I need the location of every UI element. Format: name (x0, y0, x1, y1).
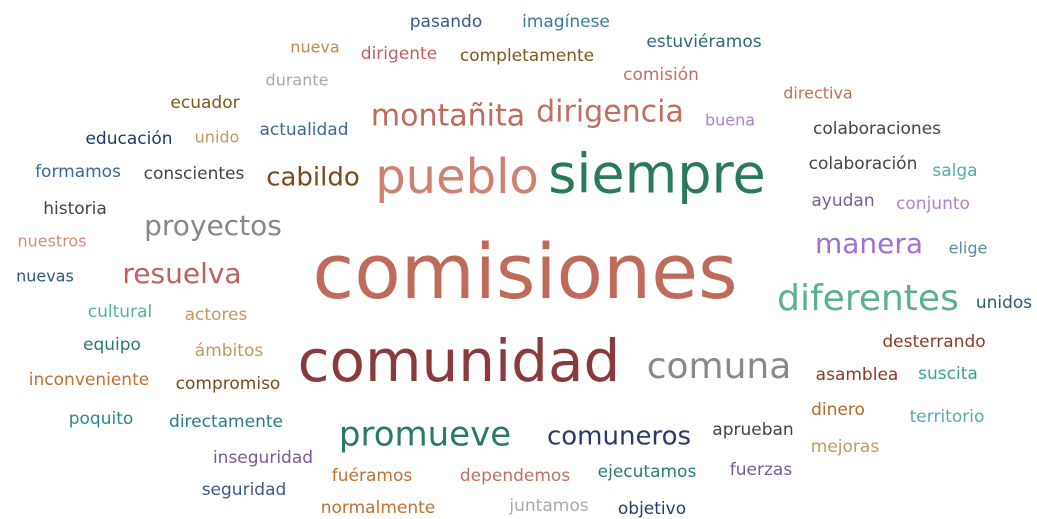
word: conjunto (896, 194, 970, 214)
word: cultural (88, 302, 152, 322)
word: comisiones (312, 227, 737, 316)
word: directamente (169, 412, 283, 432)
word: buena (705, 111, 755, 130)
word: ayudan (811, 191, 874, 211)
word: comisión (623, 65, 699, 85)
word: elige (949, 239, 988, 258)
word: durante (266, 71, 329, 90)
word: fuerzas (730, 460, 793, 480)
word: promueve (339, 415, 511, 455)
word: comunidad (298, 327, 621, 395)
word: asamblea (816, 365, 899, 385)
word: dependemos (460, 466, 570, 486)
word: conscientes (144, 164, 245, 184)
word: educación (85, 129, 172, 149)
word: dirigente (361, 44, 437, 64)
word: ejecutamos (598, 462, 697, 482)
word: resuelva (122, 257, 241, 290)
word: montañita (371, 99, 525, 134)
word: nuestros (17, 232, 86, 251)
word: inconveniente (29, 370, 149, 390)
word: ecuador (170, 93, 239, 113)
word: pueblo (375, 149, 539, 205)
word: normalmente (321, 498, 435, 518)
word: siempre (548, 143, 765, 206)
word: colaboración (809, 154, 918, 174)
word: colaboraciones (813, 119, 941, 139)
word: compromiso (176, 374, 281, 394)
word: comuneros (547, 422, 691, 452)
word: nuevas (16, 267, 74, 286)
word: suscita (918, 364, 978, 384)
word: imagínese (522, 12, 610, 32)
word: proyectos (144, 209, 282, 242)
word: comuna (647, 346, 792, 387)
word: unido (195, 128, 240, 147)
word: cabildo (266, 163, 360, 193)
word: formamos (35, 162, 121, 182)
word: seguridad (202, 480, 287, 500)
word: equipo (83, 335, 141, 355)
word: unidos (976, 293, 1032, 313)
word: aprueban (712, 420, 793, 440)
word: directiva (783, 84, 852, 103)
word: mejoras (811, 437, 880, 457)
word: juntamos (508, 496, 588, 516)
word: actualidad (259, 120, 348, 140)
word: historia (43, 199, 107, 219)
word: objetivo (618, 499, 686, 519)
word: fuéramos (332, 466, 413, 486)
word: actores (185, 305, 248, 325)
word: nueva (290, 38, 339, 57)
word: diferentes (777, 278, 959, 319)
word: desterrando (882, 332, 985, 352)
word: dirigencia (536, 95, 684, 130)
word: pasando (410, 12, 482, 32)
word: poquito (69, 409, 134, 429)
word: salga (932, 161, 977, 181)
word: dinero (811, 400, 865, 420)
word: inseguridad (213, 448, 313, 468)
word: completamente (460, 46, 594, 66)
word: ámbitos (195, 341, 264, 361)
word: estuviéramos (646, 32, 761, 52)
word: territorio (910, 407, 985, 427)
word: manera (815, 227, 923, 260)
